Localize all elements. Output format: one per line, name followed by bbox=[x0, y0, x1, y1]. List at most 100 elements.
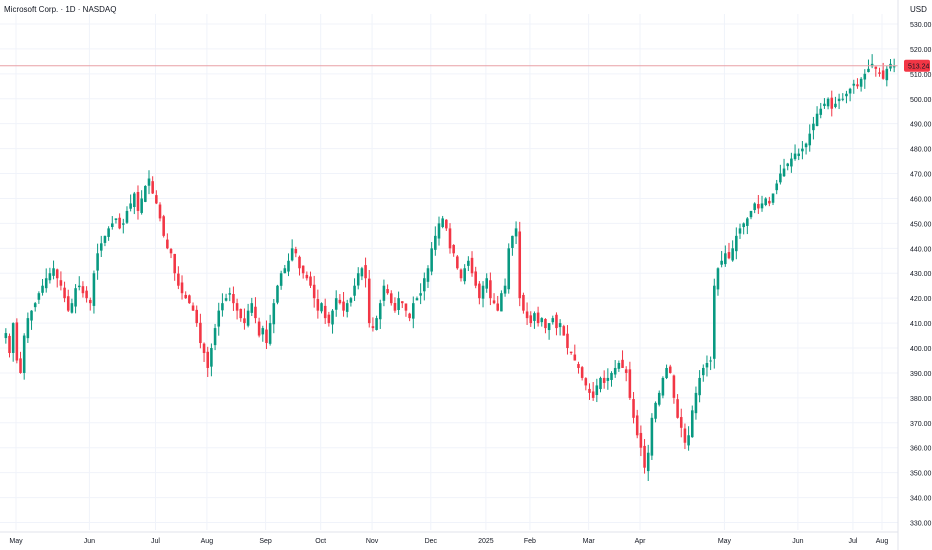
candle-body bbox=[371, 326, 375, 329]
candle-body bbox=[180, 282, 184, 294]
candle-body bbox=[412, 303, 415, 319]
x-tick-label: Jun bbox=[84, 538, 95, 545]
candle-body bbox=[632, 399, 635, 418]
x-tick-label: Jun bbox=[792, 538, 803, 545]
candle-body bbox=[661, 377, 665, 396]
x-tick-label: 2025 bbox=[478, 538, 494, 545]
candle-body bbox=[496, 303, 500, 311]
candle-body bbox=[434, 235, 437, 250]
candle-body bbox=[823, 103, 826, 107]
candle-body bbox=[382, 285, 386, 301]
candle-body bbox=[522, 294, 525, 311]
candle-body bbox=[287, 260, 290, 272]
candle-body bbox=[77, 285, 81, 288]
candle-body bbox=[826, 98, 830, 107]
candle-body bbox=[867, 68, 870, 73]
y-tick-label: 390.00 bbox=[910, 371, 932, 378]
candle-body bbox=[320, 303, 323, 312]
x-tick-label: Aug bbox=[201, 538, 214, 545]
candle-body bbox=[657, 392, 661, 405]
candle-body bbox=[129, 203, 132, 209]
candle-body bbox=[837, 98, 841, 102]
candle-body bbox=[66, 296, 70, 311]
candle-body bbox=[511, 235, 514, 248]
candle-body bbox=[859, 78, 863, 87]
candle-body bbox=[679, 417, 683, 428]
candle-body bbox=[492, 300, 496, 304]
candle-body bbox=[456, 256, 459, 269]
candle-body bbox=[55, 269, 59, 279]
candle-body bbox=[254, 306, 257, 319]
candle-body bbox=[665, 367, 668, 379]
candle-body bbox=[133, 193, 136, 208]
candle-body bbox=[489, 280, 492, 299]
candle-body bbox=[397, 298, 400, 310]
candle-body bbox=[808, 133, 812, 146]
candle-body bbox=[650, 417, 654, 456]
candle-body bbox=[815, 113, 819, 127]
candle-body bbox=[481, 285, 485, 299]
candle-body bbox=[177, 273, 180, 286]
candle-body bbox=[114, 218, 118, 220]
currency-label: USD bbox=[910, 5, 927, 14]
candle-body bbox=[595, 385, 599, 396]
y-tick-label: 470.00 bbox=[910, 172, 932, 179]
candle-body bbox=[111, 223, 114, 227]
candle-body bbox=[500, 293, 503, 312]
candle-body bbox=[544, 319, 547, 329]
candle-body bbox=[22, 335, 26, 373]
candle-body bbox=[701, 367, 705, 376]
candle-body bbox=[169, 249, 173, 254]
candle-body bbox=[151, 181, 154, 194]
candle-body bbox=[790, 158, 793, 167]
candle-body bbox=[426, 268, 430, 282]
candle-body bbox=[41, 285, 44, 293]
candle-body bbox=[37, 293, 41, 300]
y-tick-label: 500.00 bbox=[910, 97, 932, 104]
candle-body bbox=[276, 285, 279, 303]
candle-body bbox=[85, 290, 88, 299]
candle-body bbox=[4, 333, 8, 339]
x-tick-label: Sep bbox=[259, 538, 272, 545]
candle-body bbox=[635, 415, 639, 436]
candle-body bbox=[162, 216, 165, 236]
candle-body bbox=[415, 298, 419, 301]
candle-body bbox=[694, 392, 698, 414]
candle-body bbox=[228, 293, 232, 295]
candle-body bbox=[30, 310, 33, 321]
candle-body bbox=[202, 343, 206, 354]
candle-body bbox=[830, 97, 834, 109]
y-tick-label: 530.00 bbox=[910, 22, 932, 29]
candle-body bbox=[727, 252, 731, 259]
candle-body bbox=[144, 186, 147, 202]
candle-body bbox=[184, 294, 187, 299]
candle-body bbox=[327, 314, 331, 324]
candle-body bbox=[298, 256, 301, 269]
candle-body bbox=[250, 303, 254, 313]
candle-body bbox=[690, 410, 694, 438]
last-price-text: 513.24 bbox=[908, 64, 930, 71]
x-tick-label: May bbox=[9, 538, 23, 545]
y-tick-label: 510.00 bbox=[910, 72, 932, 79]
candle-body bbox=[74, 288, 77, 307]
candle-body bbox=[191, 305, 195, 311]
candle-body bbox=[349, 298, 353, 303]
candle-body bbox=[8, 335, 11, 354]
candle-body bbox=[323, 305, 327, 319]
candle-body bbox=[525, 311, 529, 319]
x-tick-label: Oct bbox=[315, 538, 326, 545]
y-tick-label: 370.00 bbox=[910, 421, 932, 428]
candle-body bbox=[804, 143, 808, 148]
candle-body bbox=[386, 289, 389, 294]
candle-body bbox=[437, 223, 441, 239]
candle-body bbox=[878, 72, 881, 74]
grid-lines bbox=[0, 14, 898, 530]
candle-body bbox=[819, 108, 823, 115]
candle-body bbox=[15, 322, 19, 361]
candles bbox=[4, 54, 896, 481]
candle-body bbox=[290, 248, 294, 261]
candle-body bbox=[580, 367, 584, 378]
candle-body bbox=[463, 268, 466, 282]
candle-body bbox=[199, 322, 202, 344]
